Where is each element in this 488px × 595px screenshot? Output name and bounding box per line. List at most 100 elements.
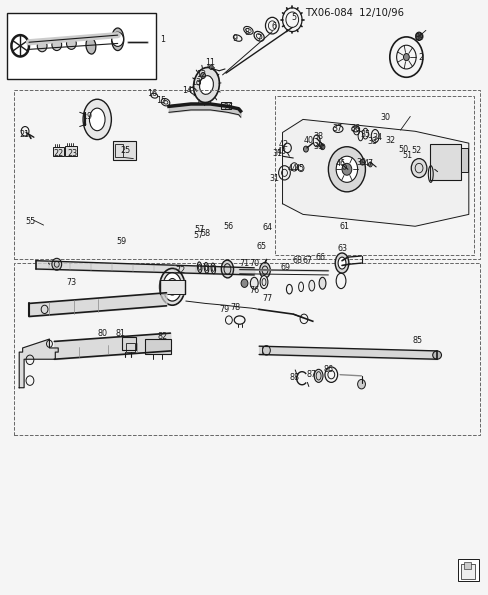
Bar [463, 562, 470, 569]
Text: 32: 32 [385, 136, 395, 145]
Text: 51: 51 [402, 151, 412, 159]
Text: 52: 52 [410, 146, 420, 155]
Polygon shape [282, 120, 468, 226]
Text: 88: 88 [288, 373, 299, 382]
Text: 37: 37 [331, 124, 342, 133]
Bar [14, 90, 479, 259]
Ellipse shape [370, 130, 378, 143]
Text: 38: 38 [313, 131, 323, 140]
Circle shape [328, 147, 365, 192]
Bar [6, 12, 156, 79]
Ellipse shape [221, 260, 233, 278]
Circle shape [415, 32, 422, 40]
Text: 73: 73 [66, 277, 76, 287]
Circle shape [66, 37, 76, 49]
Text: 85: 85 [412, 336, 422, 345]
Ellipse shape [86, 37, 96, 54]
Text: 13: 13 [190, 77, 201, 86]
Text: 72: 72 [175, 266, 185, 275]
Text: 81: 81 [115, 328, 125, 337]
Ellipse shape [83, 99, 111, 140]
Bar [65, 146, 77, 156]
Ellipse shape [199, 76, 213, 95]
Circle shape [37, 40, 47, 52]
Circle shape [209, 65, 213, 70]
Text: 39: 39 [356, 158, 366, 167]
Text: 39: 39 [313, 142, 323, 151]
Text: 46: 46 [335, 159, 346, 168]
Ellipse shape [89, 108, 105, 131]
Text: 79: 79 [220, 305, 230, 314]
Bar [144, 339, 171, 354]
Bar [429, 145, 461, 180]
Bar [122, 337, 136, 350]
Bar [460, 148, 468, 171]
Ellipse shape [250, 277, 258, 289]
Bar [274, 96, 473, 255]
Bar [460, 564, 474, 579]
Circle shape [341, 164, 351, 175]
Text: 26: 26 [224, 103, 233, 112]
Text: 1: 1 [160, 35, 165, 44]
Text: 6: 6 [271, 22, 276, 31]
Ellipse shape [432, 351, 441, 359]
Circle shape [342, 165, 346, 170]
Text: 16: 16 [146, 89, 157, 98]
Text: 40: 40 [303, 136, 313, 145]
Text: 35: 35 [360, 130, 370, 139]
Ellipse shape [334, 253, 348, 273]
Text: 87: 87 [306, 370, 316, 379]
Text: 43: 43 [277, 147, 286, 156]
Circle shape [112, 32, 123, 46]
Ellipse shape [166, 278, 177, 295]
Circle shape [241, 279, 247, 287]
Ellipse shape [260, 275, 267, 289]
Text: 5: 5 [291, 13, 296, 22]
Text: 31: 31 [269, 174, 279, 183]
Ellipse shape [159, 268, 184, 305]
Text: 2: 2 [418, 52, 423, 62]
Text: 23: 23 [68, 149, 78, 158]
Bar [115, 145, 122, 158]
Text: 80: 80 [97, 328, 107, 337]
Bar [159, 280, 184, 294]
Text: 15: 15 [156, 96, 166, 105]
Ellipse shape [259, 262, 270, 278]
Text: 14: 14 [182, 86, 192, 95]
Circle shape [52, 258, 61, 270]
Text: 34: 34 [372, 133, 382, 142]
Ellipse shape [197, 262, 202, 273]
Text: 65: 65 [256, 242, 266, 251]
Bar [113, 141, 136, 160]
Circle shape [403, 54, 408, 61]
Text: 42: 42 [278, 140, 288, 149]
Text: 31: 31 [272, 149, 282, 158]
Polygon shape [19, 339, 58, 388]
Text: 77: 77 [262, 294, 272, 303]
Circle shape [357, 380, 365, 389]
Ellipse shape [314, 369, 323, 383]
Text: TX06-084  12/10/96: TX06-084 12/10/96 [305, 8, 404, 18]
Circle shape [367, 162, 371, 167]
Text: 44: 44 [286, 164, 297, 173]
Text: 59: 59 [116, 237, 126, 246]
Text: 70: 70 [249, 259, 259, 268]
Ellipse shape [211, 263, 215, 274]
Text: 63: 63 [336, 245, 346, 253]
Text: 64: 64 [263, 223, 272, 232]
Text: 86: 86 [323, 365, 333, 374]
Text: 76: 76 [249, 286, 259, 295]
Text: 22: 22 [53, 149, 63, 158]
Bar [14, 263, 479, 435]
Text: 55: 55 [26, 217, 36, 226]
Text: 11: 11 [205, 58, 215, 67]
Text: 71: 71 [239, 259, 249, 268]
Ellipse shape [204, 262, 208, 273]
Text: 33: 33 [366, 137, 376, 146]
Circle shape [320, 144, 325, 150]
Circle shape [410, 159, 426, 177]
Text: 9: 9 [232, 34, 237, 43]
Bar [457, 559, 478, 581]
Circle shape [200, 73, 205, 79]
Circle shape [52, 39, 61, 51]
